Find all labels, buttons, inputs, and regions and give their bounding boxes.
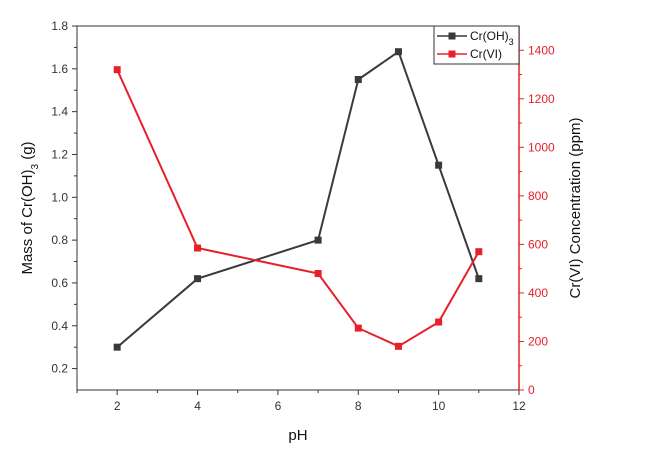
y-left-tick-label: 0.6 [51,276,68,290]
y-left-tick-label: 0.4 [51,319,68,333]
series-2-point-10 [435,318,443,326]
x-axis-ticks: 2 4 6 8 10 12 [76,390,526,413]
y-left-tick-label: 1.6 [51,62,68,76]
y-right-tick-label: 1200 [528,92,555,106]
y-right-tick-label: 200 [528,334,548,348]
legend-label-series-2: Cr(VI) [470,47,502,61]
legend-label-series-1: Cr(OH)3 [470,29,514,47]
series-layer [113,48,483,351]
x-tick-label-12: 12 [512,399,526,413]
y-left-axis-title: Mass of Cr(OH)3 (g) [19,141,41,274]
legend-marker-series-1 [448,32,456,40]
series-line-1 [116,50,480,348]
series-2-point-9 [394,342,402,350]
series-1-point-10 [435,161,443,169]
y-right-tick-label: 1400 [528,43,555,57]
y-right-tick-label: 600 [528,237,548,251]
y-left-tick-label: 1.4 [51,105,68,119]
series-line-2 [116,69,480,348]
x-tick-label-6: 6 [275,399,282,413]
y-left-tick-label: 1.8 [51,19,68,33]
x-tick-label-4: 4 [194,399,201,413]
series-2-point-11 [475,248,483,256]
series-2-point-4 [194,244,202,252]
y-left-tick-label: 0.8 [51,233,68,247]
series-2-point-7 [314,270,322,278]
legend: Cr(OH)3 Cr(VI) [433,25,520,65]
y-left-axis-title-prefix: Mass of Cr(OH) [19,170,36,275]
series-1-point-2 [113,343,121,351]
series-1-point-11 [475,275,483,283]
y-right-axis-title: Cr(VI) Concentration (ppm) [567,118,584,299]
x-tick-label-8: 8 [355,399,362,413]
x-tick-label-2: 2 [114,399,121,413]
y-right-tick-label: 0 [528,383,535,397]
y-right-tick-label: 800 [528,189,548,203]
series-1-point-4 [194,275,202,283]
y-right-axis-ticks: 0 200 400 600 800 1000 1200 1400 [519,43,555,397]
series-2-point-8 [354,324,362,332]
y-left-axis-ticks: 0.2 0.4 0.6 0.8 1.0 1.2 1.4 1.6 1.8 [51,19,77,376]
y-left-tick-label: 0.2 [51,362,68,376]
series-1-point-7 [314,236,322,244]
x-tick-label-10: 10 [432,399,446,413]
y-right-tick-label: 400 [528,286,548,300]
legend-label-series-1-subscript: 3 [509,37,514,47]
y-left-axis-title-suffix: (g) [19,141,36,164]
x-axis-title: pH [288,427,307,444]
y-left-tick-label: 1.0 [51,190,68,204]
legend-label-series-1-prefix: Cr(OH) [470,29,509,43]
legend-box [433,25,520,65]
series-1-point-8 [354,76,362,84]
series-1-point-9 [394,48,402,56]
legend-marker-series-2 [448,50,456,58]
y-left-tick-label: 1.2 [51,147,68,161]
series-2-point-2 [113,66,121,74]
y-right-tick-label: 1000 [528,140,555,154]
y-left-axis-title-subscript: 3 [30,164,41,170]
